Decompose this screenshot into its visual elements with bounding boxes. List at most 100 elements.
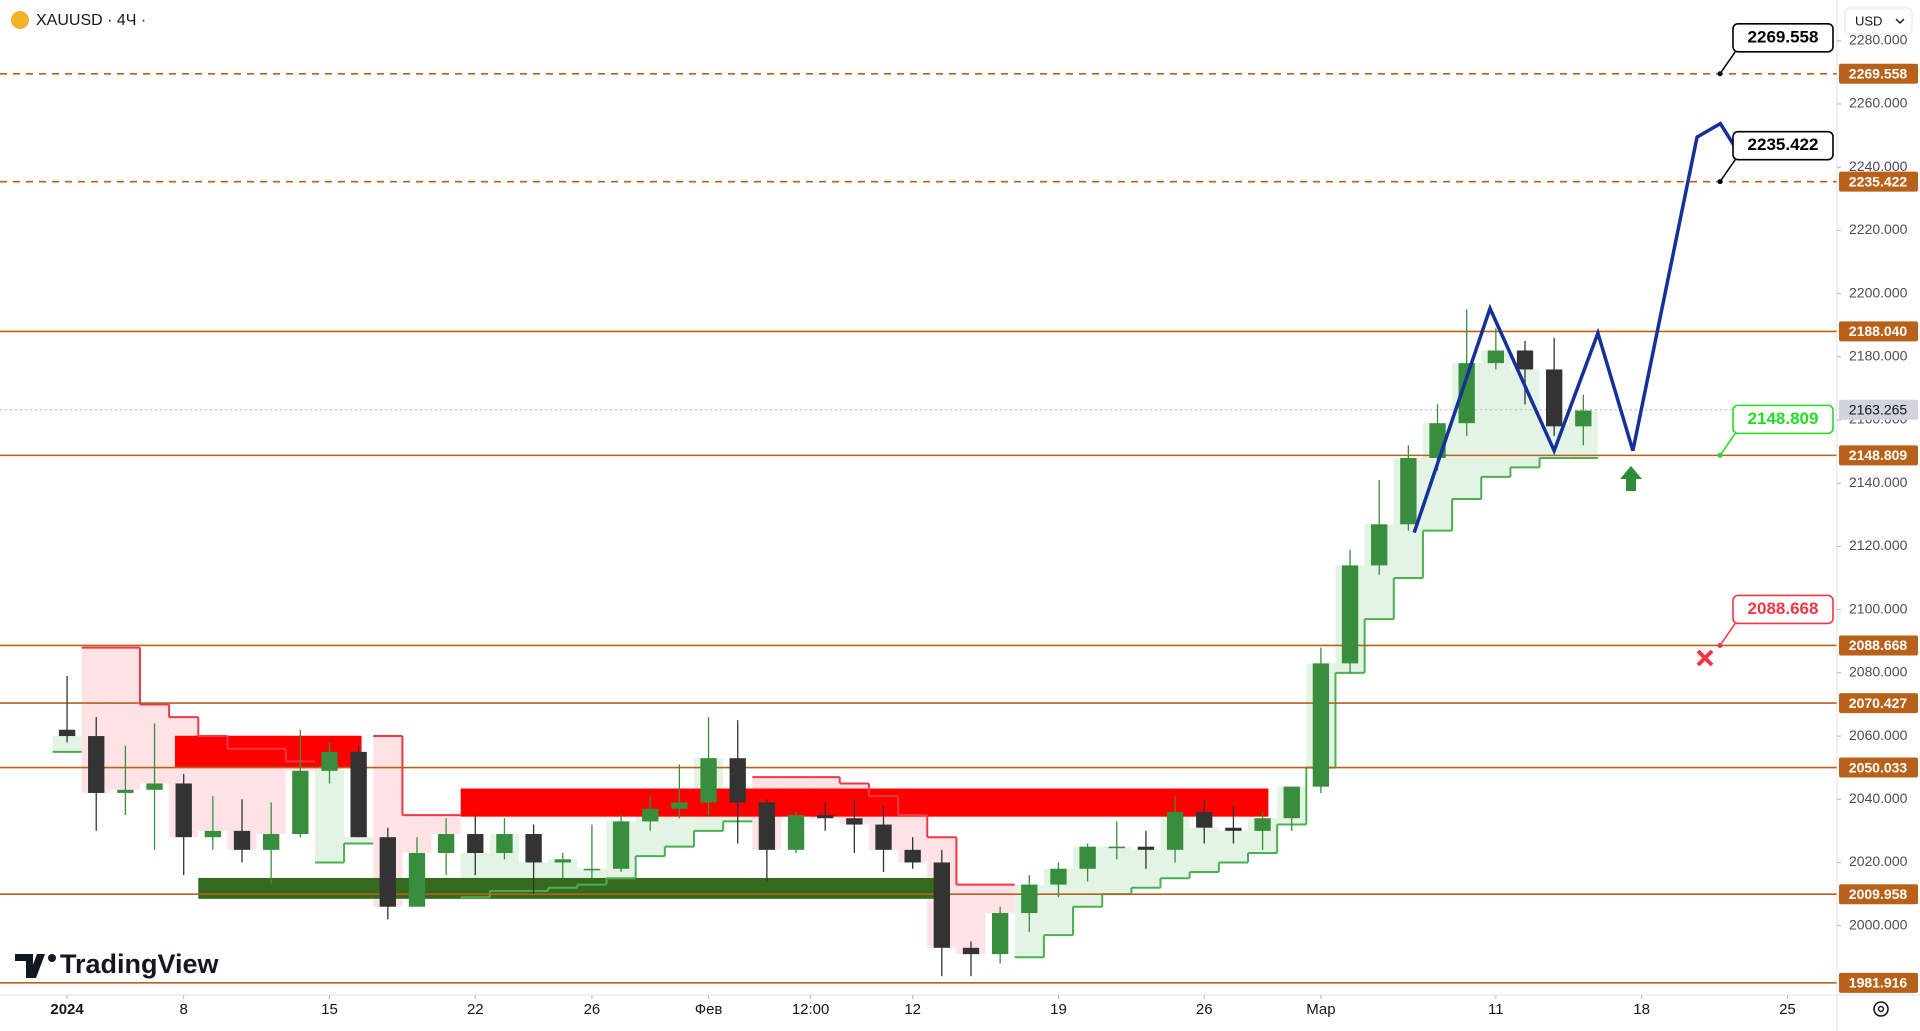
- x-tick-label: Фев: [695, 1001, 723, 1018]
- callout-label: 2148.809: [1748, 409, 1819, 428]
- y-tick-label: 2220.000: [1849, 221, 1908, 237]
- x-tick-label: 22: [467, 1001, 484, 1018]
- candle-body: [554, 859, 571, 863]
- candle-body: [1458, 363, 1475, 424]
- x-tick-label: 25: [1779, 1001, 1796, 1018]
- y-tick-label: 2140.000: [1849, 474, 1908, 490]
- candle-body: [846, 818, 863, 825]
- callout-box: [1732, 404, 1834, 435]
- callout-label: 2235.422: [1748, 135, 1819, 154]
- candle-body: [496, 834, 513, 853]
- callout-anchor: [1717, 71, 1723, 77]
- currency-caret: [1895, 18, 1905, 24]
- level-axis-tag: [1839, 171, 1918, 192]
- callout-anchor: [1717, 642, 1723, 648]
- x-tick-label: 12: [904, 1001, 921, 1018]
- candle-body: [58, 729, 76, 737]
- candle-body: [1225, 827, 1242, 831]
- candle-body: [525, 834, 542, 863]
- callout-label: 2088.668: [1748, 599, 1819, 618]
- x-tick-label: 8: [180, 1001, 188, 1018]
- level-axis-tag: [1839, 63, 1918, 84]
- candle-body: [1021, 884, 1038, 914]
- y-tick-label: 2100.000: [1849, 600, 1908, 616]
- candle-body: [787, 815, 805, 850]
- level-axis-tag: [1839, 972, 1918, 993]
- candle-body: [467, 834, 484, 853]
- candle-body: [1429, 423, 1446, 458]
- level-axis-tag: [1839, 635, 1918, 656]
- candle-body: [1516, 350, 1534, 370]
- callout-box: [1732, 130, 1834, 161]
- y-tick-label: 2240.000: [1849, 158, 1908, 174]
- candle-body: [350, 751, 367, 838]
- x-tick-label: 2024: [50, 1001, 84, 1018]
- candle-body: [729, 758, 746, 803]
- candle-body: [875, 824, 892, 850]
- candle-body: [204, 830, 222, 838]
- zone: [460, 788, 1269, 817]
- candle-body: [700, 758, 717, 803]
- level-axis-tag: [1839, 757, 1918, 778]
- level-axis-label: 2088.668: [1849, 637, 1908, 653]
- candle-body: [1312, 663, 1330, 787]
- symbol-icon: [11, 11, 29, 29]
- x-tick-label: 19: [1050, 1001, 1067, 1018]
- level-axis-tag: [1839, 693, 1918, 714]
- x-tick-label: 15: [321, 1001, 338, 1018]
- settings-icon[interactable]: [1873, 1001, 1889, 1017]
- candle-body: [1400, 457, 1417, 525]
- candle-body: [1545, 369, 1563, 427]
- level-axis-tag: [1839, 321, 1918, 342]
- y-tick-label: 2120.000: [1849, 537, 1908, 553]
- candle-body: [817, 815, 834, 819]
- y-tick-label: 2080.000: [1849, 664, 1908, 680]
- level-axis-tag: [1839, 884, 1918, 905]
- candle-body: [1341, 565, 1359, 664]
- callout-label: 2269.558: [1748, 27, 1819, 46]
- x-tick-label: 18: [1633, 1001, 1650, 1018]
- level-axis-label: 2148.809: [1849, 447, 1908, 463]
- y-tick-label: 2260.000: [1849, 95, 1908, 111]
- candle-body: [642, 808, 659, 822]
- candle-body: [1108, 846, 1125, 849]
- level-axis-label: 2269.558: [1849, 65, 1908, 81]
- callout-pointer: [1719, 47, 1739, 75]
- callout-pointer: [1719, 155, 1739, 183]
- candle-body: [233, 830, 251, 850]
- level-axis-label: 2050.033: [1849, 759, 1908, 775]
- candle-body: [117, 789, 134, 793]
- watermark: TradingView: [60, 949, 220, 979]
- callout-pointer: [1719, 428, 1739, 456]
- y-tick-label: 2000.000: [1849, 916, 1908, 932]
- candle-body: [612, 821, 630, 869]
- candle-body: [1283, 786, 1300, 819]
- level-axis-label: 1981.916: [1849, 975, 1908, 991]
- callout-anchor: [1717, 452, 1723, 458]
- y-tick-label: 2200.000: [1849, 284, 1908, 300]
- candle-body: [1371, 524, 1388, 566]
- x-tick-label: 11: [1488, 1001, 1504, 1018]
- trail-fill: [52, 736, 82, 752]
- y-tick-label: 2180.000: [1849, 348, 1908, 364]
- level-axis-label: 2235.422: [1849, 173, 1908, 189]
- projection-path: [1412, 121, 1737, 534]
- logo-mark: [15, 954, 45, 978]
- plot-area: [0, 72, 1837, 984]
- candle-body: [379, 837, 396, 907]
- candle-body: [408, 852, 426, 907]
- y-tick-label: 2060.000: [1849, 727, 1908, 743]
- candle-body: [88, 736, 105, 793]
- candle-body: [1196, 811, 1213, 828]
- candle-body: [292, 770, 309, 835]
- currency-button[interactable]: [1844, 7, 1913, 35]
- y-tick-label: 2040.000: [1849, 790, 1908, 806]
- candle-body: [321, 751, 338, 771]
- candle-body: [1166, 811, 1184, 850]
- x-tick-label: 26: [584, 1001, 601, 1018]
- candle-body: [1487, 350, 1505, 364]
- candle-body: [671, 802, 688, 809]
- candle-body: [175, 783, 192, 838]
